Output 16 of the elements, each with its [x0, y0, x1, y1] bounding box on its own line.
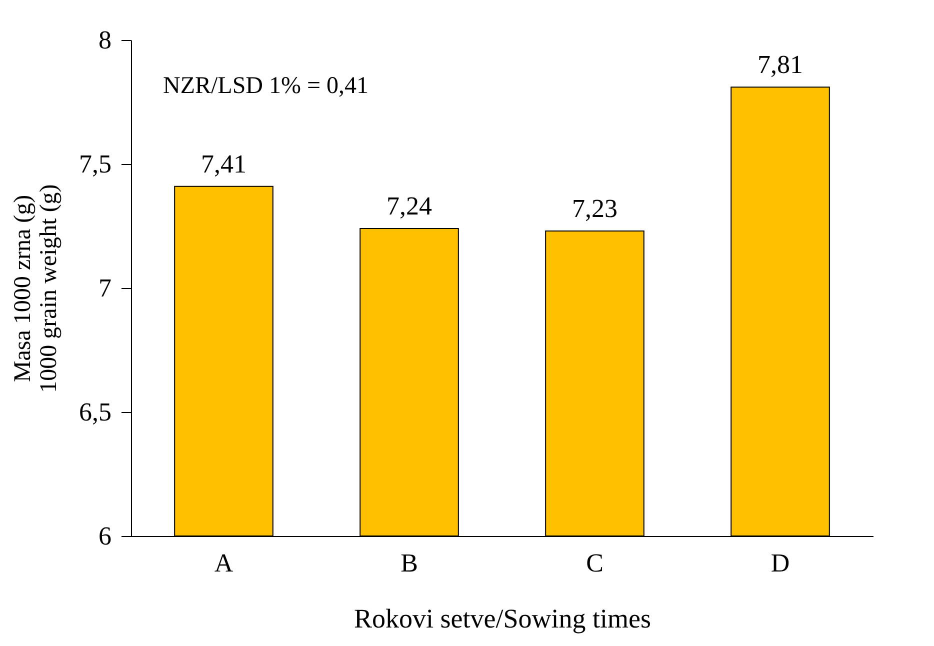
y-tick-label: 6: [98, 522, 112, 550]
x-axis-title: Rokovi setve/Sowing times: [354, 604, 651, 634]
data-label: 7,81: [758, 50, 803, 80]
y-tick-label: 7,5: [79, 150, 112, 178]
y-tick-label: 7: [98, 274, 112, 302]
x-tick-label: B: [400, 548, 418, 578]
y-tick-label: 6,5: [79, 398, 112, 426]
x-tick-label: D: [770, 548, 790, 578]
data-label: 7,41: [201, 149, 246, 178]
y-tick-label: 8: [98, 26, 112, 54]
annotation: NZR/LSD 1% = 0,41: [163, 73, 369, 99]
x-tick-label: C: [586, 548, 604, 578]
x-tick-label: A: [214, 548, 234, 578]
data-label: 7,24: [386, 191, 432, 220]
y-axis-title: Masa 1000 zrna (g) 1000 grain weight (g): [10, 184, 62, 393]
data-label: 7,23: [572, 194, 618, 223]
